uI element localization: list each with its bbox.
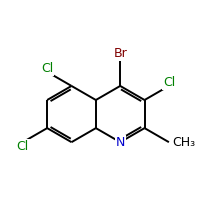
Text: Br: Br xyxy=(113,47,127,60)
Text: N: N xyxy=(116,136,125,149)
Text: CH₃: CH₃ xyxy=(172,136,195,149)
Text: Cl: Cl xyxy=(17,140,29,153)
Text: Cl: Cl xyxy=(163,76,175,89)
Text: Cl: Cl xyxy=(41,62,53,75)
